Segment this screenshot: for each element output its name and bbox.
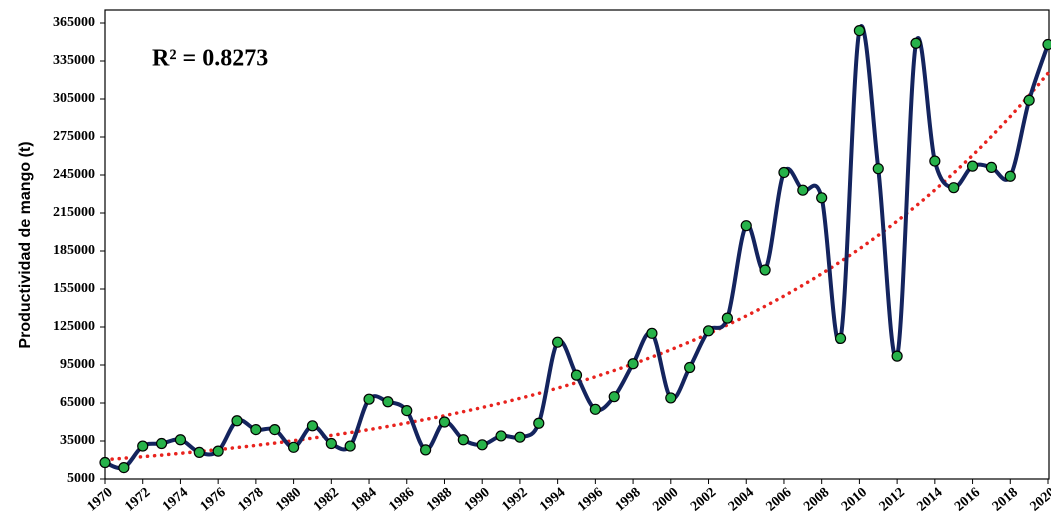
x-tick-label: 1982 — [311, 485, 342, 514]
data-point — [533, 417, 545, 429]
y-tick-label: 185000 — [53, 243, 95, 258]
series-line — [104, 24, 1050, 471]
y-tick-label: 125000 — [53, 319, 95, 334]
data-point — [948, 182, 960, 194]
data-point — [966, 160, 979, 172]
data-point — [457, 434, 469, 446]
data-point — [891, 350, 903, 362]
data-point — [872, 163, 884, 175]
data-point — [155, 437, 168, 450]
x-tick-label: 1984 — [349, 485, 380, 514]
data-point — [1042, 38, 1051, 51]
data-point — [740, 220, 752, 232]
x-tick-label: 1978 — [235, 485, 266, 514]
trendline — [103, 71, 1050, 462]
data-point — [99, 456, 111, 469]
data-point — [174, 434, 187, 446]
data-point — [702, 325, 715, 337]
x-tick-label: 1986 — [386, 485, 417, 514]
data-point — [344, 440, 356, 452]
y-tick-label: 275000 — [53, 129, 95, 144]
y-tick-label: 365000 — [53, 15, 95, 30]
data-point — [910, 37, 922, 49]
x-tick-label: 1976 — [198, 485, 229, 514]
data-point — [288, 441, 300, 453]
x-tick-label: 2000 — [650, 485, 681, 514]
data-point — [646, 327, 658, 339]
data-point — [1004, 170, 1016, 182]
data-point — [684, 361, 696, 374]
x-tick-label: 2020 — [1028, 485, 1051, 514]
x-tick-label: 1998 — [613, 485, 644, 514]
y-tick-label: 215000 — [53, 205, 95, 220]
y-tick-label: 5000 — [67, 471, 95, 486]
x-tick-label: 2012 — [877, 485, 908, 514]
data-point — [929, 155, 941, 167]
data-point — [797, 184, 809, 196]
x-tick-label: 1974 — [160, 485, 191, 514]
y-tick-label: 155000 — [53, 281, 95, 296]
data-point — [476, 439, 488, 451]
data-point — [193, 446, 205, 458]
y-tick-label: 95000 — [60, 357, 95, 372]
data-point — [589, 403, 601, 415]
plot-frame — [104, 9, 1050, 480]
x-tick-label: 1988 — [424, 485, 455, 514]
data-point — [382, 396, 394, 408]
data-point — [118, 462, 130, 474]
x-tick-label: 1970 — [85, 485, 116, 514]
x-tick-label: 1994 — [537, 485, 568, 514]
data-point — [401, 405, 413, 417]
data-point — [759, 264, 771, 276]
x-tick-label: 2014 — [914, 485, 945, 514]
data-point — [608, 391, 620, 403]
x-tick-label: 2018 — [990, 485, 1021, 514]
x-tick-label: 2002 — [688, 485, 719, 514]
x-tick-label: 1990 — [462, 485, 493, 514]
data-point — [231, 415, 243, 427]
data-point — [816, 192, 828, 204]
data-point — [627, 358, 639, 370]
data-point — [1023, 94, 1035, 106]
x-tick-label: 1980 — [273, 485, 304, 514]
x-tick-label: 2010 — [839, 485, 870, 514]
data-point — [552, 336, 564, 348]
y-tick-label: 35000 — [60, 433, 95, 448]
x-tick-label: 2008 — [801, 485, 832, 514]
data-point — [985, 161, 998, 173]
y-tick-label: 245000 — [53, 167, 95, 182]
data-point — [363, 393, 375, 405]
data-point — [438, 416, 451, 428]
x-tick-label: 1992 — [499, 485, 530, 514]
x-tick-label: 2006 — [764, 485, 795, 514]
data-point — [834, 332, 847, 344]
x-tick-label: 1972 — [122, 485, 153, 514]
data-point — [570, 369, 583, 381]
r-squared: R² = 0.8273 — [152, 46, 268, 72]
data-point — [721, 312, 733, 324]
x-tick-label: 2016 — [952, 485, 983, 514]
data-point — [853, 25, 866, 37]
y-tick-label: 335000 — [53, 53, 95, 68]
y-tick-label: 305000 — [53, 91, 95, 106]
data-point — [778, 166, 790, 179]
x-tick-label: 1996 — [575, 485, 606, 514]
data-point — [495, 430, 507, 442]
data-point — [325, 437, 337, 450]
y-axis-title: Productividad de mango (t) — [17, 141, 34, 348]
data-point — [137, 440, 149, 452]
data-point — [306, 420, 319, 432]
data-point — [250, 424, 262, 436]
data-point — [665, 392, 677, 404]
data-point — [212, 445, 224, 457]
x-tick-label: 2004 — [726, 485, 757, 514]
data-point — [269, 424, 281, 436]
data-point — [420, 444, 432, 456]
y-tick-label: 65000 — [60, 395, 95, 410]
data-point — [514, 431, 526, 443]
